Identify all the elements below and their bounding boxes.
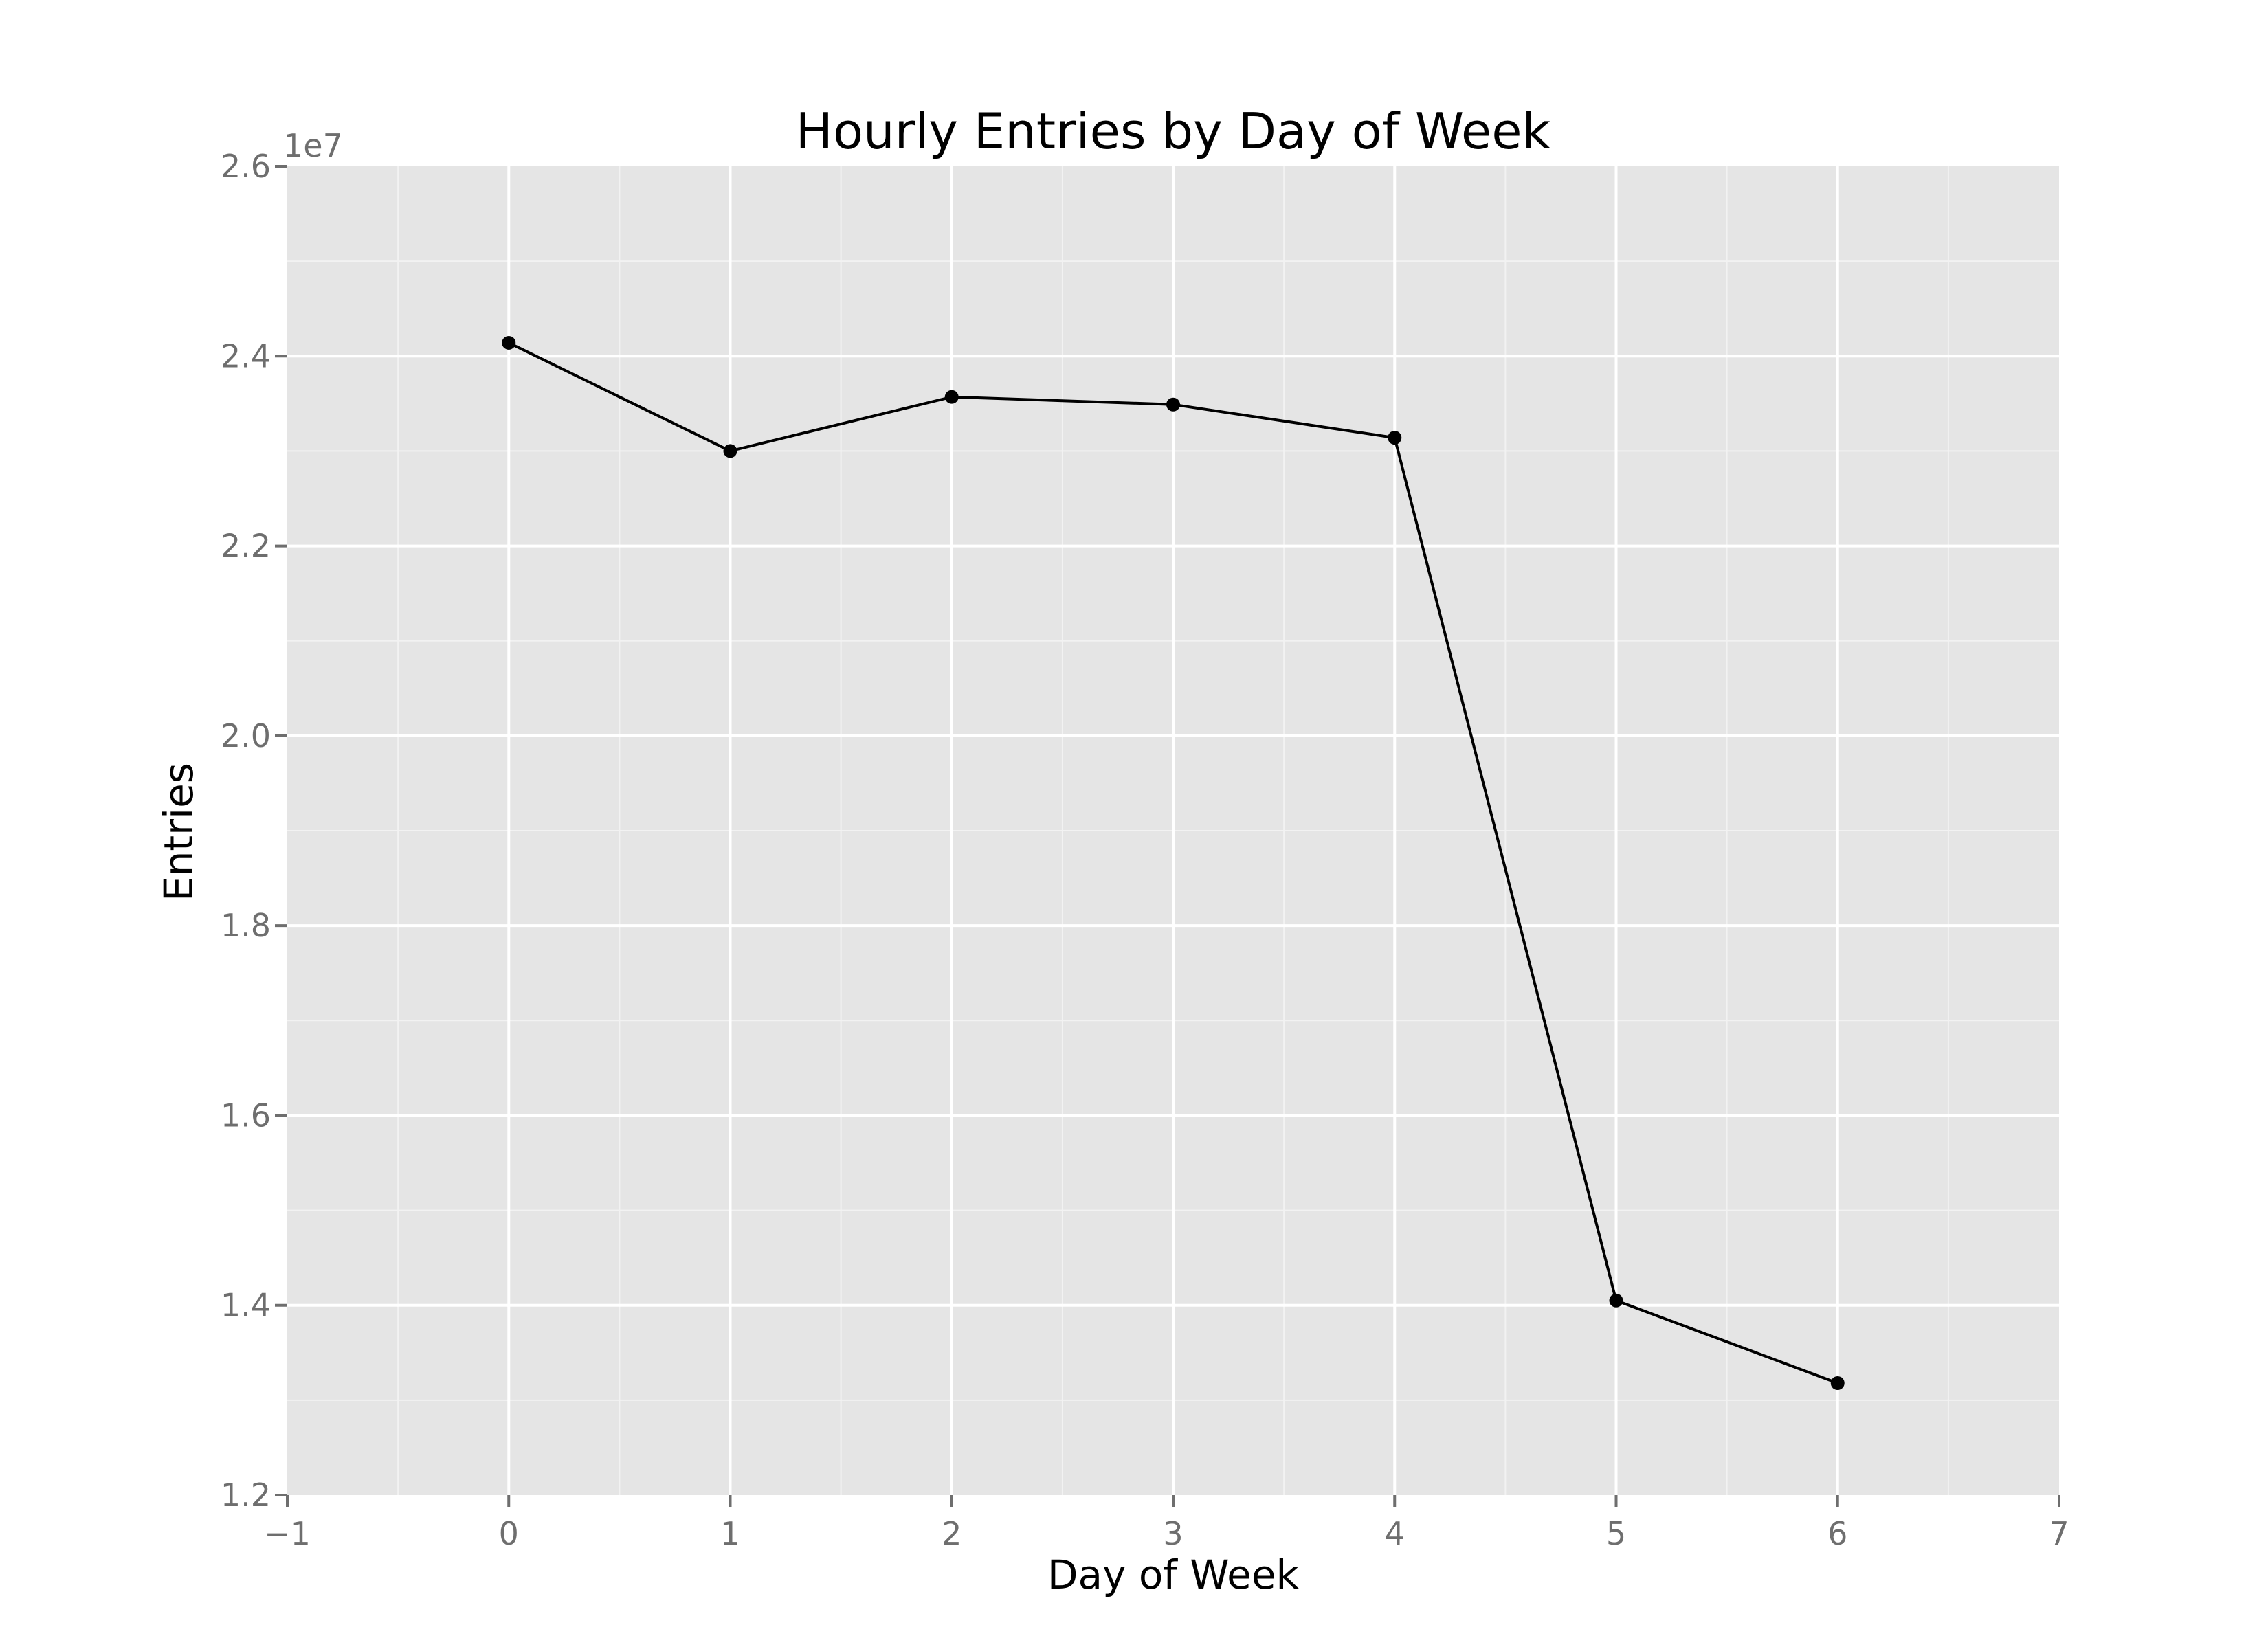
y-tick-label: 1.8 [221, 907, 271, 944]
y-tick-labels: 1.2 1.4 1.6 1.8 2.0 2.2 2.4 2.6 [221, 148, 271, 1514]
y-axis-label: Entries [155, 763, 202, 901]
y-tick-label: 2.2 [221, 528, 271, 565]
x-tick-labels: −1 0 1 2 3 4 5 6 7 [264, 1515, 2069, 1552]
x-tick-label: 4 [1385, 1515, 1405, 1552]
y-tick-label: 1.6 [221, 1097, 271, 1134]
chart-title: Hourly Entries by Day of Week [796, 102, 1551, 160]
x-axis-label: Day of Week [1047, 1551, 1300, 1598]
series-points [502, 335, 1845, 1390]
data-point [1388, 431, 1402, 445]
data-point [1609, 1293, 1623, 1308]
x-tick-label: 1 [720, 1515, 740, 1552]
data-point [1830, 1376, 1845, 1390]
axis-ticks [275, 165, 2060, 1507]
y-tick-label: 1.4 [221, 1287, 271, 1324]
x-tick-label: 3 [1163, 1515, 1183, 1552]
major-gridlines [287, 166, 2059, 1495]
data-point [502, 335, 516, 350]
x-tick-label: 5 [1606, 1515, 1626, 1552]
x-tick-label: −1 [264, 1515, 311, 1552]
x-tick-label: 7 [2049, 1515, 2069, 1552]
data-point [723, 444, 737, 458]
y-tick-label: 2.6 [221, 148, 271, 185]
x-tick-label: 2 [942, 1515, 961, 1552]
data-point [944, 390, 959, 404]
y-tick-label: 2.0 [221, 717, 271, 754]
x-tick-label: 0 [499, 1515, 519, 1552]
y-tick-label: 2.4 [221, 337, 271, 374]
data-point [1166, 397, 1180, 412]
y-axis-offset-label: 1e7 [283, 127, 343, 164]
y-tick-label: 1.2 [221, 1477, 271, 1514]
x-tick-label: 6 [1827, 1515, 1847, 1552]
